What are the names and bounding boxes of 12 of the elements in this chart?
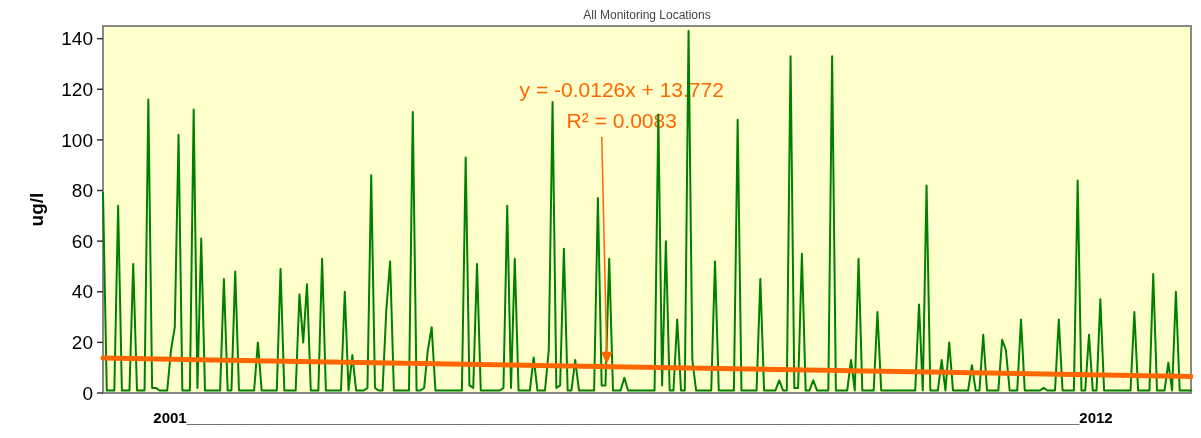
x-axis-title: 2001___________________________________________________________________________________________________________2012: [153, 409, 1113, 426]
y-tick-label: 60: [71, 230, 93, 252]
y-tick-label: 0: [82, 382, 93, 404]
y-tick-label: 40: [71, 281, 93, 303]
y-tick-label: 100: [61, 129, 93, 151]
line-series: [102, 30, 1192, 392]
y-tick-label: 140: [61, 28, 93, 50]
y-tick-label: 20: [71, 332, 93, 354]
chart-title: All Monitoring Locations: [583, 8, 711, 22]
y-tick-label: 80: [71, 180, 93, 202]
y-tick-label: 120: [61, 78, 93, 100]
y-axis-title: ug/l: [26, 192, 47, 227]
